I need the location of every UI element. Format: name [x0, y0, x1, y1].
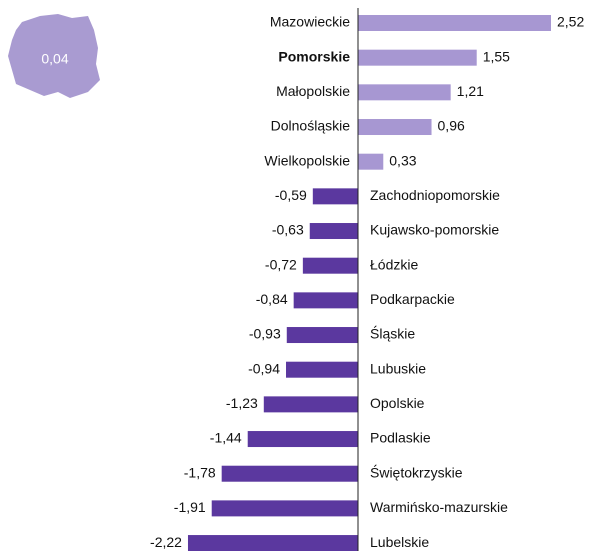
bar — [286, 327, 358, 344]
bar — [247, 431, 358, 448]
category-label: Kujawsko-pomorskie — [370, 222, 499, 238]
bar — [309, 223, 358, 240]
value-label: 0,96 — [438, 118, 465, 134]
map-value: 0,04 — [41, 51, 68, 67]
bar — [358, 153, 384, 170]
bar — [187, 535, 358, 551]
value-label: -1,91 — [174, 499, 206, 515]
category-label: Lubuskie — [370, 360, 426, 376]
value-label: -0,63 — [272, 222, 304, 238]
category-label: Zachodniopomorskie — [370, 187, 500, 203]
bar — [293, 292, 358, 309]
category-label: Mazowieckie — [270, 14, 350, 30]
category-label: Pomorskie — [278, 48, 350, 64]
value-label: -0,94 — [248, 360, 280, 376]
category-label: Dolnośląskie — [271, 118, 351, 134]
value-label: -2,22 — [150, 534, 182, 550]
bar — [286, 361, 358, 378]
value-label: -1,78 — [184, 464, 216, 480]
bar — [211, 500, 358, 517]
value-label: 1,21 — [457, 83, 484, 99]
value-label: 1,55 — [483, 48, 510, 64]
category-label: Podlaskie — [370, 430, 431, 446]
category-label: Lubelskie — [370, 534, 429, 550]
value-label: -1,23 — [226, 395, 258, 411]
category-label: Śląskie — [370, 325, 415, 342]
value-label: -0,72 — [265, 256, 297, 272]
map-shape — [8, 14, 100, 98]
category-label: Świętokrzyskie — [370, 463, 463, 480]
value-label: 2,52 — [557, 14, 584, 30]
category-label: Wielkopolskie — [264, 152, 350, 168]
value-label: 0,33 — [389, 152, 416, 168]
category-label: Podkarpackie — [370, 291, 455, 307]
category-label: Małopolskie — [276, 83, 350, 99]
value-label: -1,44 — [210, 430, 242, 446]
bar — [263, 396, 358, 413]
bar — [302, 257, 358, 274]
category-label: Warmińsko-mazurskie — [370, 499, 508, 515]
bar — [312, 188, 358, 205]
bar — [358, 119, 432, 136]
poland-map-icon: 0,04 — [8, 14, 100, 98]
bar — [221, 465, 358, 482]
value-label: -0,84 — [256, 291, 288, 307]
value-label: -0,93 — [249, 326, 281, 342]
category-label: Opolskie — [370, 395, 425, 411]
category-label: Łódzkie — [370, 256, 418, 272]
bar — [358, 15, 551, 31]
value-label: -0,59 — [275, 187, 307, 203]
bar — [358, 49, 477, 66]
bar — [358, 84, 451, 101]
